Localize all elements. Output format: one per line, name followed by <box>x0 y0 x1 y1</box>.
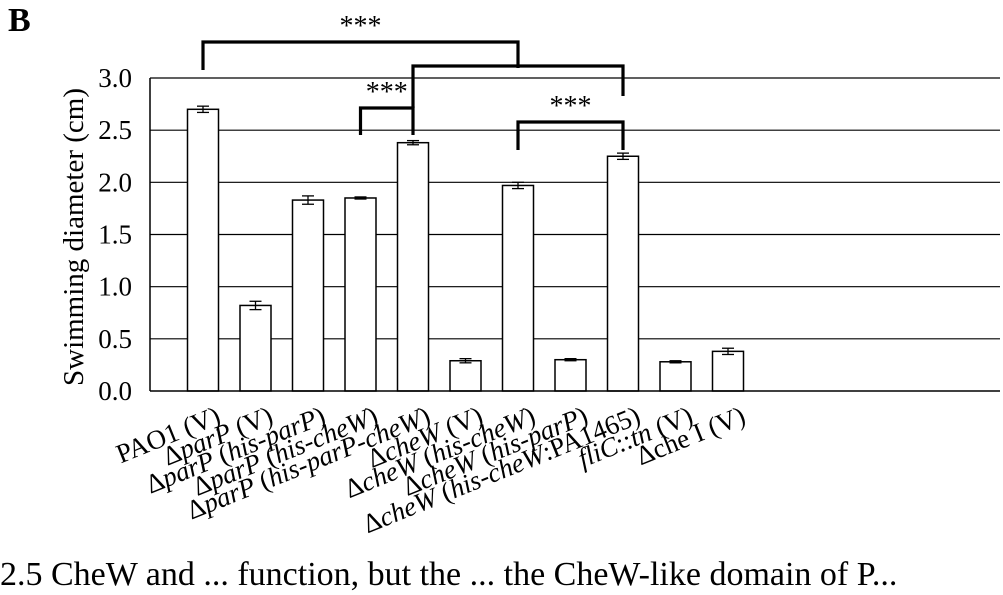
bar <box>186 108 220 392</box>
y-tick-label: 2.0 <box>98 167 132 197</box>
bar <box>606 155 640 392</box>
bar <box>239 304 272 392</box>
bar <box>659 361 692 392</box>
bar <box>554 358 587 392</box>
y-tick-label: 0.0 <box>98 376 132 406</box>
x-tick-label: Δche I (V) <box>632 400 750 471</box>
error-bar <box>197 105 209 114</box>
significance-bracket: *** <box>516 91 625 150</box>
bar <box>449 359 482 392</box>
significance-label: *** <box>340 11 382 42</box>
error-bar <box>459 358 472 364</box>
y-tick-label: 3.0 <box>98 63 132 93</box>
y-tick-label: 1.5 <box>98 220 132 250</box>
bars <box>186 108 745 392</box>
significance-label: *** <box>366 77 408 108</box>
y-tick-labels: 0.0 0.5 1.0 1.5 2.0 2.5 3.0 <box>98 63 132 406</box>
gridlines <box>150 77 1000 340</box>
caption-fragment: 2.5 CheW and ... function, but the ... t… <box>0 556 898 593</box>
error-bar <box>407 139 419 146</box>
bar <box>711 350 745 392</box>
error-bar <box>669 360 682 364</box>
error-bar <box>564 358 577 362</box>
error-bar <box>354 196 367 200</box>
significance-brackets: *** *** *** <box>201 11 625 150</box>
x-tick-label: fliC::tn (V) <box>574 400 697 473</box>
significance-bracket: *** <box>201 11 520 70</box>
y-axis-label: Swimming diameter (cm) <box>58 88 90 386</box>
error-bar <box>512 181 524 190</box>
significance-bracket: *** <box>358 77 415 135</box>
error-bar <box>302 195 314 205</box>
axes <box>149 78 1000 392</box>
y-tick-label: 2.5 <box>98 115 132 145</box>
error-bar <box>249 300 262 311</box>
bar <box>291 199 325 392</box>
error-bar <box>722 347 734 356</box>
panel-label: B <box>8 2 31 39</box>
bar <box>501 184 535 392</box>
bar <box>344 197 377 392</box>
y-tick-label: 1.0 <box>98 272 132 302</box>
significance-bracket <box>411 64 625 108</box>
x-tick-labels: PAO1 (V)ΔparP (V)ΔparP (his-parP)ΔparP (… <box>112 400 750 539</box>
bar <box>396 141 430 392</box>
significance-label: *** <box>550 91 592 122</box>
y-tick-label: 0.5 <box>98 324 132 354</box>
error-bar <box>617 152 629 161</box>
error-bars <box>197 105 734 364</box>
